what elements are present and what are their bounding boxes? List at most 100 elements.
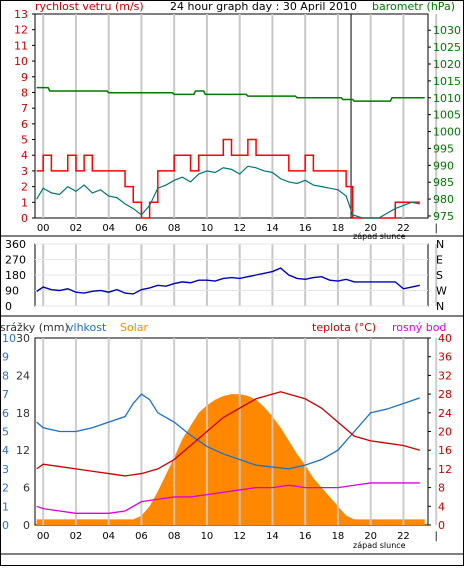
series-wind-average (36, 165, 420, 219)
series-humidity (36, 393, 421, 470)
y-tick-rain: 3 (2, 463, 9, 476)
y-tick-temperature: 36 (438, 351, 452, 364)
solar-label: Solar (120, 321, 149, 334)
series-dewpoint (36, 482, 420, 514)
humidity-label: vlhkost (67, 321, 107, 334)
x-tick-label: 22 (397, 223, 410, 234)
x-tick-label: 06 (135, 223, 148, 234)
y-tick-left: 11 (14, 39, 28, 52)
y-tick-left: 270 (5, 254, 26, 267)
x-tick-label: 20 (364, 531, 377, 542)
y-tick-left: 10 (14, 55, 28, 68)
y-tick-right: 980 (433, 193, 454, 206)
wind-speed-axis-label: rychlost vetru (m/s) (35, 0, 144, 13)
y-tick-left: 7 (21, 102, 28, 115)
series-wind-direction (36, 267, 420, 295)
x-tick-label: | (435, 531, 438, 542)
y-tick-right: 1005 (433, 109, 461, 122)
x-tick-label: 00 (37, 531, 50, 542)
y-tick-left: 6 (21, 118, 28, 131)
y-tick-temperature: 28 (438, 388, 452, 401)
y-tick-right: 1015 (433, 75, 461, 88)
x-tick-label: 14 (266, 531, 279, 542)
y-tick-left: 13 (14, 8, 28, 21)
y-tick-rain: 8 (2, 369, 9, 382)
y-tick-left: 5 (21, 134, 28, 147)
rain-axis-label: srážky (mm) (0, 321, 69, 334)
y-tick-right: N (436, 300, 444, 313)
x-tick-label: 08 (168, 531, 181, 542)
y-tick-left: 180 (5, 269, 26, 282)
y-tick-temperature: 4 (438, 500, 445, 513)
y-tick-temperature: 8 (438, 482, 445, 495)
y-tick-rain: 2 (2, 482, 9, 495)
x-tick-label: 02 (70, 223, 83, 234)
x-tick-label: 18 (332, 223, 345, 234)
y-tick-right: E (436, 254, 443, 267)
x-tick-label: 20 (364, 223, 377, 234)
y-tick-right: S (436, 269, 443, 282)
y-tick-right: 990 (433, 159, 454, 172)
dewpoint-label: rosný bod (392, 321, 446, 334)
y-tick-rain: 5 (2, 426, 9, 439)
y-tick-inner: 30 (16, 332, 30, 345)
x-tick-label: 08 (168, 223, 181, 234)
y-tick-temperature: 20 (438, 426, 452, 439)
y-tick-right: 975 (433, 210, 454, 223)
chart-title: 24 hour graph day : 30 April 2010 (170, 0, 357, 13)
x-tick-label: 04 (102, 531, 115, 542)
y-tick-temperature: 24 (438, 407, 452, 420)
y-tick-left: 360 (5, 238, 26, 251)
y-tick-left: 12 (14, 24, 28, 37)
y-tick-temperature: 0 (438, 519, 445, 532)
barometer-axis-label: barometr (hPa) (372, 0, 455, 13)
x-tick-label: 06 (135, 531, 148, 542)
y-tick-right: 1010 (433, 92, 461, 105)
x-tick-label: 16 (299, 531, 312, 542)
y-tick-right: 1030 (433, 24, 461, 37)
temperature-axis-label: teplota (°C) (312, 321, 376, 334)
temperature-humidity-panel: 00 02 04 06 08 10 12 14 16 18 20 22 |012345678910061… (2, 332, 452, 550)
x-tick-label: 14 (266, 223, 279, 234)
x-tick-label: 12 (233, 531, 246, 542)
y-tick-left: 0 (5, 300, 12, 313)
x-tick-label: | (435, 223, 438, 234)
x-tick-label: 00 (37, 223, 50, 234)
y-tick-rain: 10 (2, 332, 16, 345)
y-tick-left: 2 (21, 181, 28, 194)
y-tick-left: 90 (5, 285, 19, 298)
y-tick-inner: 12 (16, 444, 30, 457)
series-barometer (36, 86, 425, 102)
y-tick-inner: 18 (16, 407, 30, 420)
y-tick-right: 995 (433, 142, 454, 155)
wind-pressure-panel: 00 02 04 06 08 10 12 14 16 18 20 22 |012345678910111… (14, 8, 461, 241)
series-wind-gust (36, 138, 420, 219)
y-tick-right: 1020 (433, 58, 461, 71)
x-tick-label: 10 (201, 531, 214, 542)
y-tick-rain: 0 (2, 519, 9, 532)
y-tick-left: 9 (21, 71, 28, 84)
y-tick-left: 3 (21, 165, 28, 178)
y-tick-rain: 6 (2, 407, 9, 420)
x-tick-label: 02 (70, 531, 83, 542)
y-tick-right: 985 (433, 176, 454, 189)
y-tick-right: 1025 (433, 41, 461, 54)
y-tick-temperature: 12 (438, 463, 452, 476)
y-tick-inner: 0 (23, 519, 30, 532)
x-tick-label: 12 (233, 223, 246, 234)
x-tick-label: 22 (397, 531, 410, 542)
plot-area (34, 13, 429, 219)
y-tick-right: W (436, 285, 447, 298)
x-tick-label: 04 (102, 223, 115, 234)
y-tick-rain: 4 (2, 444, 9, 457)
y-tick-left: 0 (21, 212, 28, 225)
x-tick-label: 18 (332, 531, 345, 542)
y-tick-left: 4 (21, 149, 28, 162)
x-tick-label: 16 (299, 223, 312, 234)
series-solar (36, 394, 425, 525)
x-tick-label: 10 (201, 223, 214, 234)
wind-direction-panel: 0 N 90 W 180 S 270 E 360 N (5, 238, 447, 313)
y-tick-rain: 7 (2, 388, 9, 401)
